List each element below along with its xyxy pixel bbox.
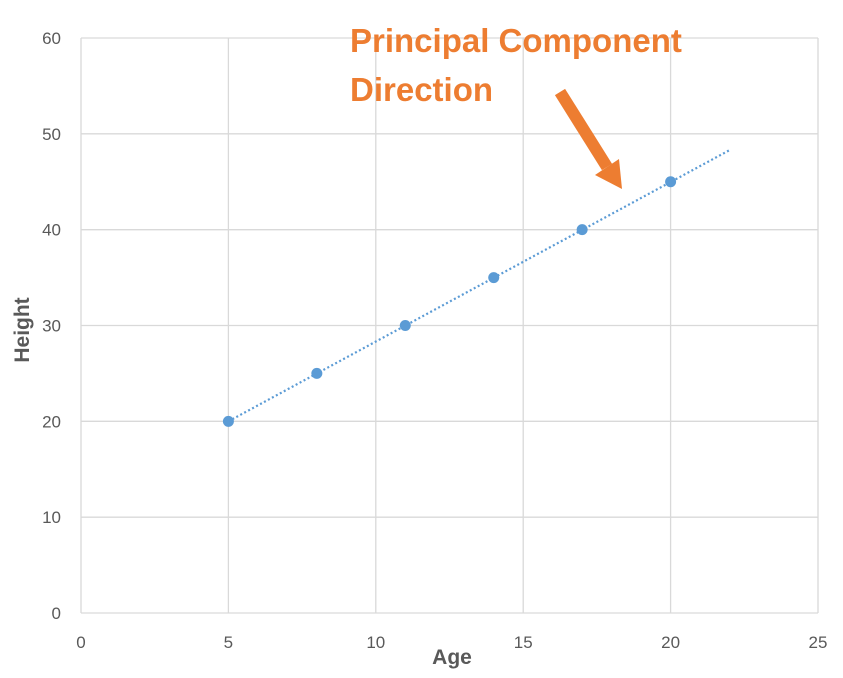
- y-tick-label: 40: [42, 221, 61, 240]
- y-tick-labels: 0 10 20 30 40 50 60: [42, 29, 61, 623]
- x-tick-label: 5: [224, 633, 233, 652]
- data-point: [311, 367, 323, 379]
- data-point: [222, 415, 234, 427]
- annotation-line-1: Principal Component: [350, 22, 682, 59]
- annotation-arrow-shaft: [554, 88, 613, 171]
- x-tick-label: 20: [661, 633, 680, 652]
- y-tick-label: 50: [42, 125, 61, 144]
- x-tick-labels: 0 5 10 15 20 25: [76, 633, 827, 652]
- y-tick-label: 60: [42, 29, 61, 48]
- trendline-layer: [227, 149, 731, 423]
- data-point: [665, 176, 677, 188]
- x-tick-label: 0: [76, 633, 85, 652]
- trendline: [227, 149, 731, 423]
- y-axis-title: Height: [11, 297, 34, 362]
- y-tick-label: 20: [42, 412, 61, 431]
- data-points: [222, 176, 677, 427]
- y-tick-label: 30: [42, 317, 61, 336]
- annotation: Principal Component Direction: [350, 22, 682, 189]
- gridlines: [80, 37, 819, 614]
- data-point: [576, 224, 588, 236]
- data-point: [399, 320, 411, 331]
- y-tick-label: 0: [52, 604, 61, 623]
- x-tick-label: 10: [366, 633, 385, 652]
- y-tick-label: 10: [42, 508, 61, 527]
- annotation-line-2: Direction: [350, 71, 493, 108]
- x-axis-title: Age: [432, 646, 472, 669]
- annotation-arrow-head: [595, 159, 622, 189]
- x-tick-label: 15: [514, 633, 533, 652]
- data-point: [488, 272, 500, 284]
- x-tick-label: 25: [809, 633, 828, 652]
